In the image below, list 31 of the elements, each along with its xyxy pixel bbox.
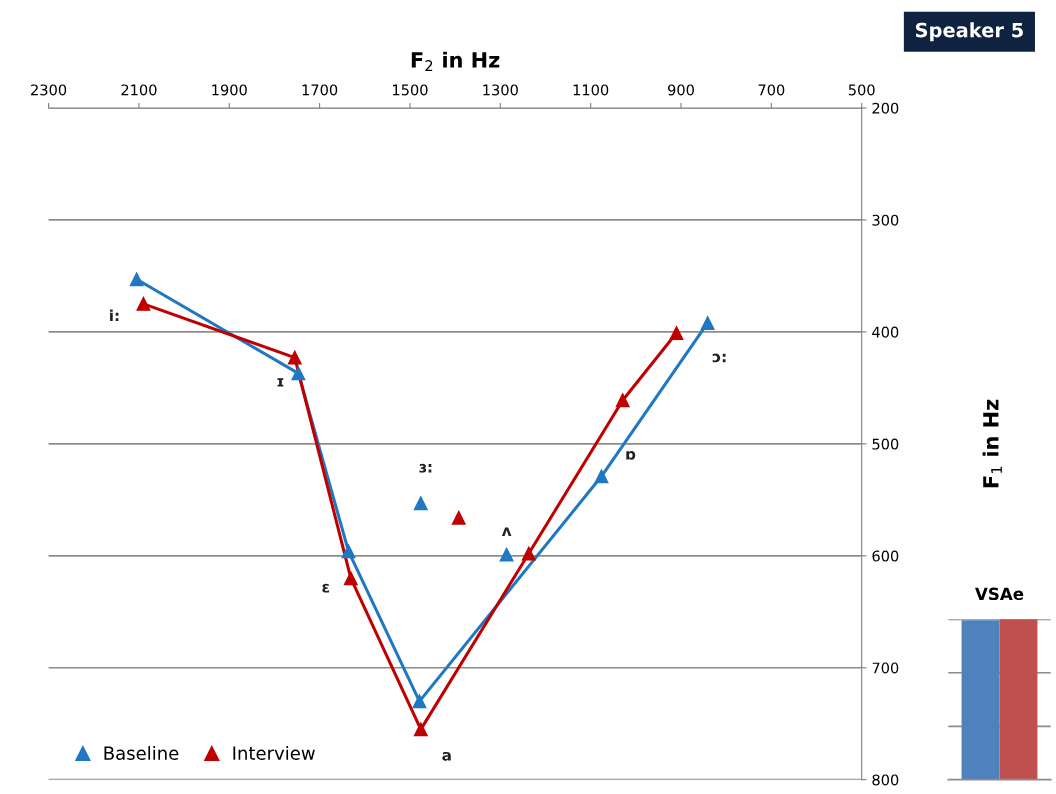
annotation: ɔ: bbox=[712, 353, 726, 363]
chart-title: VSAe bbox=[975, 587, 1024, 601]
y-tick-label: 300 bbox=[872, 214, 899, 226]
y-tick-label: 200 bbox=[872, 102, 899, 114]
x-tick-label: 1700 bbox=[302, 84, 338, 96]
y-tick-label: 500 bbox=[872, 438, 899, 450]
annotation: i: bbox=[110, 309, 119, 322]
x-axis-title: F$_{2}$ in Hz bbox=[411, 51, 500, 71]
y-tick-label: 700 bbox=[872, 662, 899, 674]
annotation: ɒ bbox=[626, 450, 636, 460]
x-tick-label: 1500 bbox=[393, 84, 428, 96]
x-tick-label: 500 bbox=[848, 84, 875, 96]
annotation: ɛ bbox=[322, 583, 330, 593]
y-tick-label: 800 bbox=[872, 774, 899, 786]
y-tick-label: 600 bbox=[872, 550, 899, 562]
annotation: a bbox=[442, 751, 451, 761]
x-tick-label: 2300 bbox=[31, 84, 67, 96]
y-tick-label: 400 bbox=[872, 326, 899, 338]
x-tick-label: 2100 bbox=[121, 84, 157, 96]
annotation: ɪ bbox=[277, 378, 284, 387]
annotation: ɜ: bbox=[419, 463, 432, 473]
x-tick-label: 1900 bbox=[212, 84, 247, 96]
y-axis-title: F$_{1}$ in Hz bbox=[982, 399, 1002, 488]
legend-label: Interview bbox=[233, 745, 315, 760]
x-tick-label: 700 bbox=[758, 84, 785, 96]
x-tick-label: 900 bbox=[668, 84, 694, 96]
legend-label: Baseline bbox=[104, 745, 179, 760]
x-tick-label: 1100 bbox=[573, 84, 609, 96]
annotation: ʌ bbox=[501, 527, 512, 536]
x-tick-label: 1300 bbox=[483, 84, 518, 96]
text: Speaker 5 bbox=[915, 22, 1023, 42]
